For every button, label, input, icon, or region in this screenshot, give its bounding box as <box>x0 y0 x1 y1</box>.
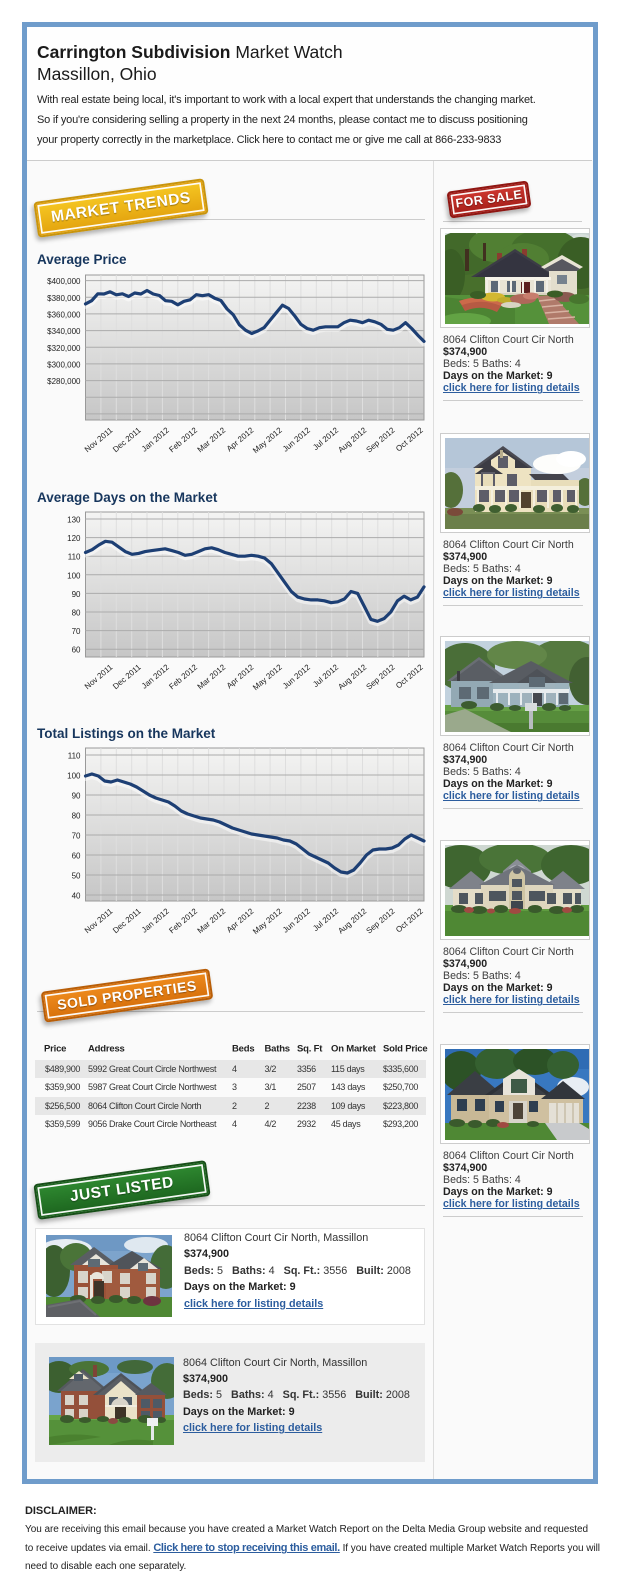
svg-text:Oct 2012: Oct 2012 <box>394 425 425 453</box>
svg-text:Dec 2011: Dec 2011 <box>111 662 143 691</box>
svg-text:100: 100 <box>67 571 81 580</box>
svg-text:$280,000: $280,000 <box>47 377 81 386</box>
svg-text:Aug 2012: Aug 2012 <box>336 425 368 454</box>
svg-text:70: 70 <box>72 627 81 636</box>
svg-text:May 2012: May 2012 <box>251 906 284 936</box>
svg-text:$300,000: $300,000 <box>47 360 81 369</box>
svg-text:May 2012: May 2012 <box>251 425 284 455</box>
svg-text:120: 120 <box>67 534 81 543</box>
svg-text:Feb 2012: Feb 2012 <box>167 662 199 691</box>
svg-text:Oct 2012: Oct 2012 <box>394 906 425 934</box>
svg-text:Nov 2011: Nov 2011 <box>83 906 115 935</box>
svg-text:May 2012: May 2012 <box>251 662 284 692</box>
svg-text:Feb 2012: Feb 2012 <box>167 425 199 454</box>
svg-text:$400,000: $400,000 <box>47 277 81 286</box>
svg-text:80: 80 <box>72 609 81 618</box>
svg-text:Aug 2012: Aug 2012 <box>336 662 368 691</box>
svg-text:Jan 2012: Jan 2012 <box>140 425 171 453</box>
svg-text:Sep 2012: Sep 2012 <box>365 425 397 454</box>
svg-text:$340,000: $340,000 <box>47 327 81 336</box>
svg-text:$380,000: $380,000 <box>47 294 81 303</box>
svg-text:Sep 2012: Sep 2012 <box>365 662 397 691</box>
svg-text:80: 80 <box>72 812 81 821</box>
svg-text:Mar 2012: Mar 2012 <box>196 906 228 935</box>
svg-text:Jun 2012: Jun 2012 <box>281 662 312 690</box>
svg-text:Nov 2011: Nov 2011 <box>83 425 115 454</box>
svg-text:Jan 2012: Jan 2012 <box>140 662 171 690</box>
svg-text:Mar 2012: Mar 2012 <box>196 662 228 691</box>
svg-text:90: 90 <box>72 590 81 599</box>
svg-text:70: 70 <box>72 832 81 841</box>
svg-text:60: 60 <box>72 852 81 861</box>
svg-text:60: 60 <box>72 646 81 655</box>
svg-text:40: 40 <box>72 892 81 901</box>
svg-text:$360,000: $360,000 <box>47 310 81 319</box>
svg-text:Dec 2011: Dec 2011 <box>111 425 143 454</box>
svg-text:Aug 2012: Aug 2012 <box>336 906 368 935</box>
svg-text:130: 130 <box>67 516 81 525</box>
svg-text:$320,000: $320,000 <box>47 344 81 353</box>
svg-text:Nov 2011: Nov 2011 <box>83 662 115 691</box>
svg-text:50: 50 <box>72 872 81 881</box>
svg-text:Sep 2012: Sep 2012 <box>365 906 397 935</box>
svg-text:Jun 2012: Jun 2012 <box>281 906 312 934</box>
svg-text:Dec 2011: Dec 2011 <box>111 906 143 935</box>
svg-text:110: 110 <box>68 553 81 562</box>
svg-text:Feb 2012: Feb 2012 <box>167 906 199 935</box>
svg-text:110: 110 <box>68 752 81 761</box>
svg-text:Jun 2012: Jun 2012 <box>281 425 312 453</box>
svg-text:Jan 2012: Jan 2012 <box>140 906 171 934</box>
svg-text:Mar 2012: Mar 2012 <box>196 425 228 454</box>
svg-text:90: 90 <box>72 792 81 801</box>
svg-text:Oct 2012: Oct 2012 <box>394 662 425 690</box>
svg-text:100: 100 <box>67 772 81 781</box>
